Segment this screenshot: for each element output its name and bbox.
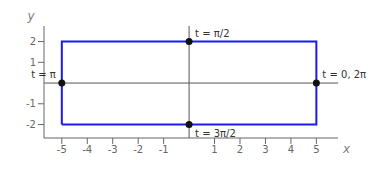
svg-text:-3: -3 <box>108 144 118 155</box>
svg-text:5: 5 <box>313 144 319 155</box>
svg-text:t = 0, 2π: t = 0, 2π <box>322 69 366 80</box>
svg-text:-2: -2 <box>26 119 36 130</box>
svg-text:-4: -4 <box>82 144 92 155</box>
svg-text:2: 2 <box>30 36 36 47</box>
svg-text:1: 1 <box>211 144 217 155</box>
svg-text:3: 3 <box>262 144 268 155</box>
svg-text:-2: -2 <box>133 144 143 155</box>
svg-text:-1: -1 <box>26 98 36 109</box>
svg-text:t = 3π/2: t = 3π/2 <box>195 128 236 139</box>
svg-text:x: x <box>342 142 351 156</box>
svg-text:y: y <box>26 9 35 23</box>
svg-text:1: 1 <box>30 57 36 68</box>
svg-text:4: 4 <box>288 144 294 155</box>
svg-text:t = π/2: t = π/2 <box>195 28 229 39</box>
svg-text:2: 2 <box>237 144 243 155</box>
svg-text:t = π: t = π <box>31 69 56 80</box>
svg-text:-5: -5 <box>57 144 67 155</box>
svg-text:-1: -1 <box>159 144 169 155</box>
